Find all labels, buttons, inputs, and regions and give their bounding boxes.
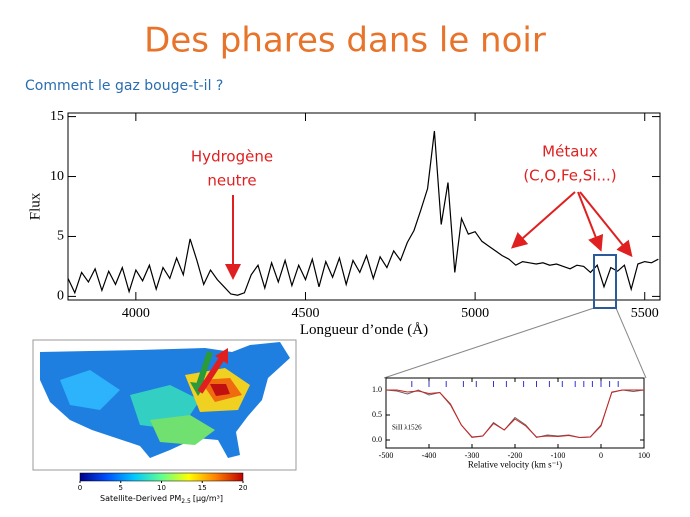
colorbar-label-part: 2.5: [181, 498, 191, 505]
y-tick-label: 1.0: [372, 385, 382, 394]
x-tick-label: -100: [551, 451, 566, 460]
y-tick-label: 0.0: [372, 435, 382, 444]
y-tick-label: 10: [50, 169, 64, 184]
plot-frame: [385, 377, 645, 449]
x-tick-label: -300: [465, 451, 480, 460]
x-tick-label: -400: [422, 451, 437, 460]
x-tick-label: 0: [599, 451, 603, 460]
annotation: neutre: [207, 172, 256, 190]
colorbar-tick-label: 20: [239, 484, 248, 492]
x-tick-label: -500: [379, 451, 394, 460]
colorbar-label-part: Satellite-Derived PM: [100, 494, 181, 503]
data-line: [386, 389, 644, 439]
annotation-arrow: [511, 191, 576, 249]
x-axis-label: Longueur d’onde (Å): [300, 322, 428, 338]
data-line: [67, 130, 659, 296]
pm-map: [32, 339, 297, 471]
y-axis-label: Flux: [27, 192, 43, 220]
x-tick-label: 5000: [461, 306, 489, 321]
plot-frame: [67, 112, 661, 301]
x-tick-label: -200: [508, 451, 523, 460]
annotation: Hydrogène: [191, 148, 273, 166]
y-tick-label: 15: [50, 109, 64, 124]
slide-subtitle: Comment le gaz bouge-t-il ?: [25, 78, 223, 94]
colorbar-tick-label: 5: [119, 484, 123, 492]
colorbar-tick-label: 0: [78, 484, 82, 492]
colorbar: [79, 472, 244, 482]
y-tick-label: 0.5: [372, 410, 382, 419]
annotation: (C,O,Fe,Si...): [523, 167, 616, 185]
y-tick-label: 0: [57, 289, 64, 304]
annotation-arrow: [577, 191, 604, 252]
x-tick-label: 5500: [631, 306, 659, 321]
colorbar-tick-label: 15: [198, 484, 207, 492]
y-tick-label: 5: [57, 229, 64, 244]
colorbar-label-part: [μg/m³]: [193, 494, 223, 503]
zoom-line: [383, 307, 595, 379]
annotation: Métaux: [542, 143, 598, 161]
slide-title: Des phares dans le noir: [144, 21, 546, 61]
colorbar-label: Satellite-Derived PM2.5 [μg/m³]: [100, 494, 223, 505]
x-tick-label: 100: [638, 451, 650, 460]
annotation: SiII λ1526: [392, 424, 422, 432]
x-tick-label: 4500: [291, 306, 319, 321]
x-axis-label: Relative velocity (km s⁻¹): [468, 460, 562, 470]
annotation-arrow: [579, 191, 633, 258]
zoom-box: [593, 254, 617, 309]
zoom-line: [615, 307, 647, 379]
x-tick-label: 4000: [122, 306, 150, 321]
colorbar-tick-label: 10: [157, 484, 166, 492]
